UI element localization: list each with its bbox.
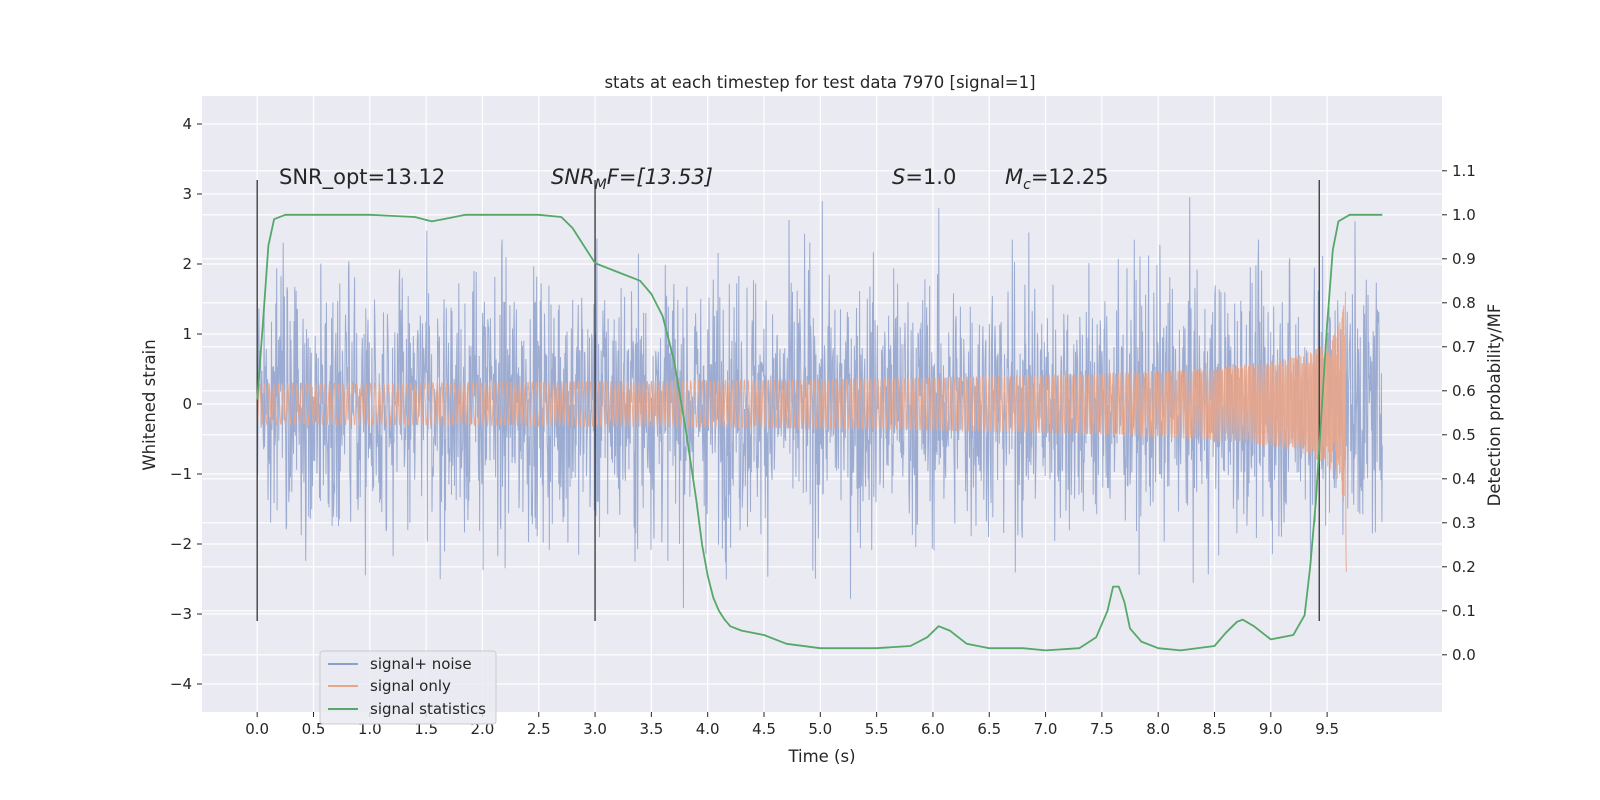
y2-tick-label: 0.1: [1452, 602, 1476, 620]
x-tick-label: 0.5: [302, 720, 326, 738]
x-tick-label: 9.5: [1315, 720, 1339, 738]
x-tick-label: 7.0: [1034, 720, 1058, 738]
annotation-snr-mf-sub: M: [595, 177, 607, 193]
signal-statistics-line: [256, 213, 1383, 652]
x-axis-label: Time (s): [787, 747, 855, 766]
y2-tick-label: 0.0: [1452, 646, 1476, 664]
x-tick-label: 5.0: [808, 720, 832, 738]
signal-only-line: [256, 291, 1347, 573]
legend: signal+ noise signal only signal statist…: [319, 650, 497, 725]
y-tick-label: −2: [170, 535, 192, 553]
y2-tick-label: 0.9: [1452, 250, 1476, 268]
x-tick-label: 6.0: [921, 720, 945, 738]
x-tick-label: 3.0: [583, 720, 607, 738]
x-tick-label: 4.5: [752, 720, 776, 738]
y-tick-label: 4: [182, 115, 192, 133]
x-tick-label: 0.0: [245, 720, 269, 738]
y-tick-label: 3: [182, 185, 192, 203]
y2-tick-label: 1.0: [1452, 206, 1476, 224]
annotation-s-italic: S: [892, 165, 905, 189]
signal-noise-line: [256, 197, 1383, 608]
y2-tick-label: 0.5: [1452, 426, 1476, 444]
y-tick-label: −4: [170, 675, 192, 693]
y-tick-label: 1: [182, 325, 192, 343]
y-tick-label: 2: [182, 255, 192, 273]
chart-title: stats at each timestep for test data 797…: [604, 73, 1035, 92]
y-tick-label: 0: [182, 395, 192, 413]
y2-tick-label: 0.8: [1452, 294, 1476, 312]
x-tick-label: 9.0: [1259, 720, 1283, 738]
y2-tick-label: 0.4: [1452, 470, 1476, 488]
x-tick-label: 5.5: [865, 720, 889, 738]
legend-label-signal-noise: signal+ noise: [370, 655, 472, 673]
y2-tick-label: 1.1: [1452, 162, 1476, 180]
annotation-snr-opt: SNR_opt=13.12: [279, 165, 445, 190]
y-tick-label: −3: [170, 605, 192, 623]
y2-tick-label: 0.6: [1452, 382, 1476, 400]
annotation-s: S=1.0: [892, 165, 956, 189]
y-tick-label: −1: [170, 465, 192, 483]
y2-axis-label: Detection probability/MF: [1485, 304, 1504, 507]
y2-tick-label: 0.3: [1452, 514, 1476, 532]
x-tick-label: 7.5: [1090, 720, 1114, 738]
annotation-mc-sub: c: [1023, 177, 1031, 193]
annotation-mc-italic: M: [1005, 165, 1023, 189]
legend-box: [319, 650, 497, 725]
y2-axis-ticks: 1.1 1.0 0.9 0.8 0.7 0.6 0.5 0.4 0.3 0.2 0.1 0.0: [1442, 162, 1476, 664]
series-signal-statistics: [256, 213, 1383, 652]
y-axis-label: Whitened strain: [140, 339, 159, 470]
x-tick-label: 4.0: [696, 720, 720, 738]
x-tick-label: 2.5: [527, 720, 551, 738]
x-tick-label: 6.5: [977, 720, 1001, 738]
y-axis-ticks: 4 3 2 1 0 −1 −2 −3 −4: [170, 115, 202, 693]
legend-label-signal-statistics: signal statistics: [370, 700, 486, 718]
annotation-s-rest: =1.0: [905, 165, 956, 189]
annotation-mc-rest: =12.25: [1031, 165, 1109, 189]
annotation-mc: Mc=12.25: [1005, 165, 1109, 193]
y2-tick-label: 0.7: [1452, 338, 1476, 356]
x-tick-label: 8.0: [1146, 720, 1170, 738]
series-signal-only: [256, 291, 1347, 573]
x-tick-label: 8.5: [1203, 720, 1227, 738]
x-tick-label: 3.5: [639, 720, 663, 738]
x-axis-ticks: 0.0 0.5 1.0 1.5 2.0 2.5 3.0 3.5 4.0 4.5 5.0 5.5 6.0 6…: [245, 712, 1339, 738]
vertical-markers: [256, 180, 1320, 621]
legend-label-signal-only: signal only: [370, 677, 451, 695]
y2-tick-label: 0.2: [1452, 558, 1476, 576]
annotation-snr-mf-italic: SNR: [551, 165, 595, 189]
series-signal-noise: [256, 197, 1383, 608]
annotation-snr-mf-rest: F=[13.53]: [607, 165, 713, 189]
annotation-snr-mf: SNRMF=[13.53]: [551, 165, 713, 193]
